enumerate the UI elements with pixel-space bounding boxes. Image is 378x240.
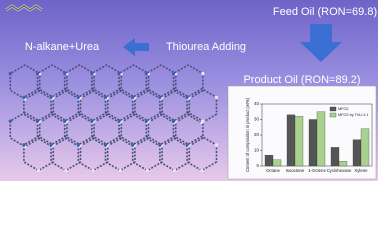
- y-tick-label: 30: [254, 117, 260, 122]
- atom: [118, 168, 122, 172]
- y-tick-label: 40: [254, 101, 260, 106]
- atom: [63, 119, 67, 123]
- atom: [158, 95, 162, 99]
- atom: [103, 95, 108, 99]
- y-tick-label: 10: [254, 148, 260, 153]
- legend-swatch: [329, 106, 337, 112]
- left-product-label: N-alkane+Urea: [25, 41, 100, 53]
- molecule-bond: [5, 5, 43, 11]
- atom: [173, 168, 177, 172]
- atom: [200, 168, 204, 172]
- x-tick-label: Octane: [266, 168, 280, 173]
- atom: [90, 71, 94, 76]
- bar-chart: 0 10 20 30 40 Content of composition in produ…: [245, 97, 373, 173]
- legend-swatch: [329, 112, 337, 118]
- bar: [308, 119, 318, 167]
- bar: [338, 161, 348, 167]
- atom: [63, 71, 67, 76]
- atom: [49, 143, 53, 147]
- atom: [8, 119, 12, 123]
- atom: [144, 71, 148, 76]
- y-tick-label: 0: [256, 163, 259, 168]
- bar: [330, 147, 340, 167]
- atom: [90, 119, 94, 123]
- graphical-abstract: Feed Oil (RON=69.8) N-alkane+Urea Thiour…: [0, 0, 378, 181]
- legend-label: MFO2: [338, 107, 349, 111]
- legend-label: MFO2 by ThU-1:1: [338, 113, 368, 117]
- y-axis-label: Content of composition in product (wt%): [245, 97, 250, 172]
- y-tick-label: 20: [254, 132, 260, 137]
- atom: [35, 71, 40, 76]
- atom: [22, 95, 26, 99]
- atom: [145, 168, 149, 172]
- atom: [91, 168, 95, 172]
- atom: [22, 143, 26, 147]
- bar: [294, 116, 304, 167]
- down-arrow: [300, 24, 342, 62]
- product-oil-label: Product Oil (RON=89.2): [243, 74, 360, 86]
- bar: [286, 114, 296, 167]
- feed-oil-label: Feed Oil (RON=69.8): [273, 6, 377, 18]
- atom: [76, 143, 80, 147]
- atom: [64, 168, 68, 172]
- atom: [171, 71, 176, 76]
- atom: [185, 143, 189, 147]
- bar: [272, 159, 282, 167]
- atom: [76, 95, 80, 99]
- atom: [214, 95, 219, 99]
- atom: [49, 95, 53, 99]
- alkane-molecule: [5, 4, 43, 12]
- atom: [171, 119, 176, 123]
- atom: [131, 95, 135, 99]
- molecular-network: [8, 64, 219, 172]
- atom: [214, 143, 219, 147]
- atom: [117, 71, 121, 76]
- atom: [201, 119, 205, 123]
- x-tick-label: Xylene: [354, 168, 368, 173]
- atom: [185, 95, 189, 99]
- x-tick-label: 1-Octene: [308, 168, 326, 173]
- atom: [158, 143, 162, 147]
- atom: [144, 119, 148, 123]
- atom: [8, 71, 12, 76]
- x-tick-label: Isooctane: [286, 168, 305, 173]
- atom: [201, 71, 205, 76]
- atom: [103, 143, 108, 147]
- atom: [37, 168, 41, 172]
- atom: [35, 119, 40, 123]
- atom: [117, 119, 121, 123]
- x-tick-label: Cyclohexane: [327, 168, 352, 173]
- bar: [352, 139, 362, 167]
- bar: [264, 154, 274, 167]
- bar: [360, 128, 370, 167]
- left-arrow: [123, 38, 149, 56]
- atom: [131, 143, 135, 147]
- process-label: Thiourea Adding: [166, 41, 246, 53]
- bar: [316, 111, 326, 167]
